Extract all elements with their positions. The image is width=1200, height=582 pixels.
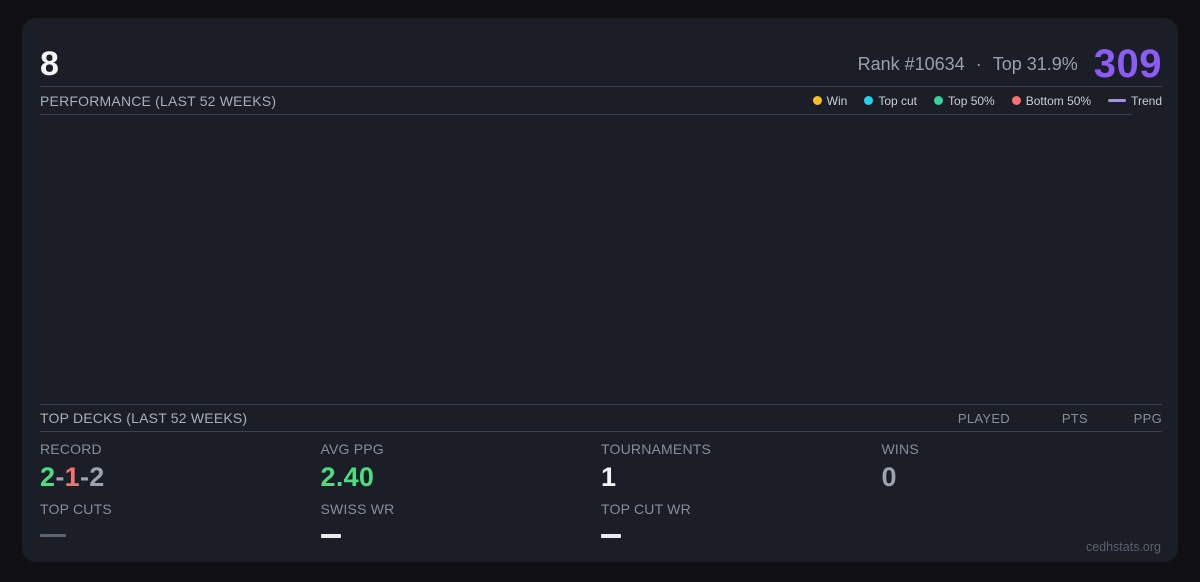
- avg-ppg-label: AVG PPG: [320, 441, 384, 457]
- record-wins: 2: [40, 462, 56, 492]
- column-header-played: PLAYED: [957, 410, 1010, 426]
- top-cut-wr-placeholder-dash: [601, 534, 621, 538]
- title-number: 8: [40, 45, 59, 83]
- stats-grid: RECORD 2-1-2 TOP CUTS AVG PPG 2.40 SWISS…: [40, 432, 1162, 538]
- record-value: 2-1-2: [40, 464, 321, 491]
- record-label: RECORD: [40, 441, 102, 457]
- top-cut-wr-label: TOP CUT WR: [601, 501, 691, 517]
- header-row: 8 Rank #10634 · Top 31.9% 309: [40, 42, 1162, 87]
- rank-label: Rank #10634: [857, 53, 965, 74]
- legend-item-top-cut: Top cut: [864, 94, 917, 108]
- top-cuts-label: TOP CUTS: [40, 501, 112, 517]
- swiss-wr-label: SWISS WR: [320, 501, 395, 517]
- swiss-wr-placeholder-dash: [320, 534, 341, 538]
- performance-chart: [40, 115, 1162, 404]
- stat-column-wins: WINS 0: [882, 441, 1163, 538]
- top-cut-dot-icon: [864, 96, 874, 105]
- avg-ppg-value: 2.40: [320, 462, 375, 492]
- legend-label-bottom-50: Bottom 50%: [1025, 93, 1092, 108]
- record-separator: -: [79, 462, 90, 492]
- bottom-50-dot-icon: [1011, 96, 1021, 105]
- legend-item-win: Win: [812, 93, 848, 108]
- stat-column-tournaments: TOURNAMENTS 1 TOP CUT WR: [601, 441, 882, 538]
- top-50-dot-icon: [934, 96, 944, 105]
- column-header-ppg: PPG: [1133, 410, 1162, 426]
- top-decks-header-row: TOP DECKS (LAST 52 WEEKS) PLAYED PTS PPG: [40, 404, 1162, 432]
- wins-label: WINS: [881, 441, 919, 457]
- column-header-pts: PTS: [1061, 410, 1088, 426]
- trend-line-icon: [1108, 99, 1127, 102]
- watermark: cedhstats.org: [1085, 540, 1161, 554]
- legend-item-top-50: Top 50%: [934, 94, 995, 108]
- legend-label-trend: Trend: [1131, 93, 1162, 108]
- dot-separator: ·: [975, 53, 982, 74]
- tournaments-label: TOURNAMENTS: [601, 441, 712, 457]
- top-decks-column-headers: PLAYED PTS PPG: [920, 411, 1162, 426]
- top-cuts-placeholder-dash: [40, 534, 66, 537]
- stat-column-record: RECORD 2-1-2 TOP CUTS: [40, 441, 321, 538]
- performance-title: PERFORMANCE (LAST 52 WEEKS): [40, 92, 277, 109]
- legend-item-trend: Trend: [1108, 94, 1162, 108]
- legend-label-top-cut: Top cut: [878, 93, 918, 108]
- points-value: 309: [1093, 42, 1162, 86]
- win-dot-icon: [812, 96, 822, 105]
- record-draws: 2: [89, 462, 105, 492]
- tournaments-value: 1: [601, 462, 617, 492]
- legend-label-top-50: Top 50%: [948, 93, 995, 108]
- stats-card: 8 Rank #10634 · Top 31.9% 309 PERFORMANC…: [22, 18, 1178, 562]
- legend-item-bottom-50: Bottom 50%: [1011, 93, 1092, 108]
- top-decks-title: TOP DECKS (LAST 52 WEEKS): [40, 410, 248, 426]
- top-percent-label: Top 31.9%: [992, 53, 1078, 74]
- rank-group: Rank #10634 · Top 31.9% 309: [858, 44, 1162, 84]
- record-separator: -: [55, 462, 65, 492]
- chart-legend: Win Top cut Top 50% Bottom 50% Trend: [812, 93, 1162, 108]
- record-losses: 1: [64, 462, 80, 492]
- performance-divider: [40, 114, 1132, 115]
- legend-label-win: Win: [826, 93, 848, 108]
- performance-header-row: PERFORMANCE (LAST 52 WEEKS) Win Top cut …: [40, 87, 1162, 114]
- wins-value: 0: [881, 462, 897, 492]
- rank-text: Rank #10634 · Top 31.9%: [858, 54, 1078, 75]
- stat-column-avg-ppg: AVG PPG 2.40 SWISS WR: [320, 441, 602, 538]
